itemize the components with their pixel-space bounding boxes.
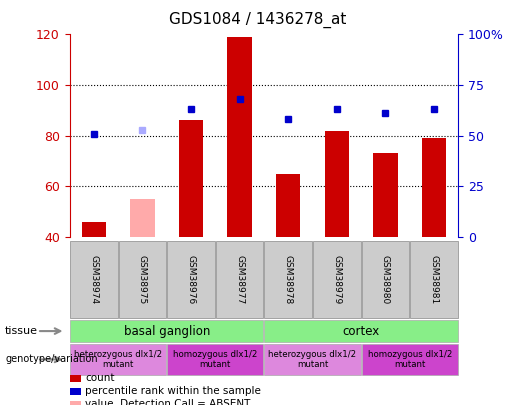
Text: homozygous dlx1/2
mutant: homozygous dlx1/2 mutant xyxy=(368,350,452,369)
Bar xyxy=(130,199,154,237)
Bar xyxy=(276,174,300,237)
Text: count: count xyxy=(85,373,114,384)
Text: percentile rank within the sample: percentile rank within the sample xyxy=(85,386,261,396)
Text: GSM38980: GSM38980 xyxy=(381,255,390,304)
Text: basal ganglion: basal ganglion xyxy=(124,324,210,338)
Bar xyxy=(373,153,398,237)
Text: GSM38977: GSM38977 xyxy=(235,255,244,304)
Text: GSM38975: GSM38975 xyxy=(138,255,147,304)
Text: GSM38981: GSM38981 xyxy=(430,255,439,304)
Text: GSM38979: GSM38979 xyxy=(332,255,341,304)
Text: value, Detection Call = ABSENT: value, Detection Call = ABSENT xyxy=(85,399,250,405)
Text: cortex: cortex xyxy=(342,324,380,338)
Text: homozygous dlx1/2
mutant: homozygous dlx1/2 mutant xyxy=(173,350,258,369)
Text: GSM38974: GSM38974 xyxy=(89,255,98,304)
Text: GSM38978: GSM38978 xyxy=(284,255,293,304)
Text: tissue: tissue xyxy=(5,326,38,336)
Bar xyxy=(179,121,203,237)
Text: heterozygous dlx1/2
mutant: heterozygous dlx1/2 mutant xyxy=(74,350,162,369)
Bar xyxy=(228,37,252,237)
Text: GDS1084 / 1436278_at: GDS1084 / 1436278_at xyxy=(169,12,346,28)
Text: GSM38976: GSM38976 xyxy=(186,255,196,304)
Bar xyxy=(422,138,446,237)
Text: genotype/variation: genotype/variation xyxy=(5,354,98,364)
Bar xyxy=(82,222,106,237)
Text: heterozygous dlx1/2
mutant: heterozygous dlx1/2 mutant xyxy=(268,350,356,369)
Bar xyxy=(324,130,349,237)
